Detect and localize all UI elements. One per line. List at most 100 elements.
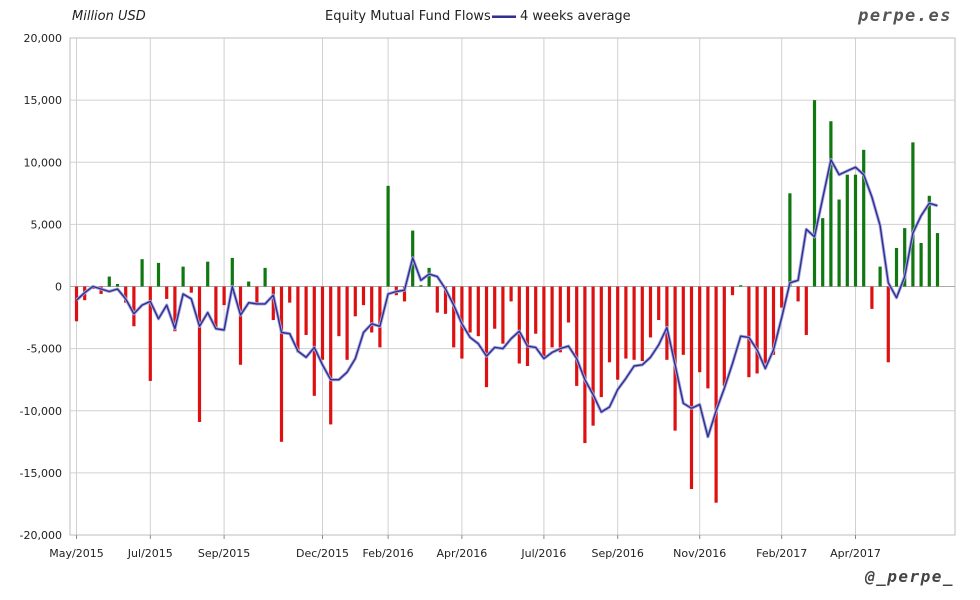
- flow-bar: [616, 286, 620, 380]
- flow-bar: [722, 286, 726, 386]
- flow-bar: [156, 262, 161, 287]
- flow-bar: [542, 286, 546, 358]
- flow-bar: [263, 267, 267, 287]
- flow-bar: [378, 286, 382, 348]
- flow-bar: [903, 228, 907, 287]
- flow-bar: [304, 286, 308, 335]
- flow-bar: [337, 286, 341, 337]
- y-tick-label: -5,000: [27, 343, 62, 356]
- flow-bar: [862, 149, 866, 287]
- flow-bar: [706, 286, 710, 389]
- chart-title: Equity Mutual Fund Flows: [325, 9, 491, 24]
- flow-bar: [780, 286, 784, 308]
- x-tick-label: Apr/2017: [830, 547, 881, 560]
- y-tick-label: 5,000: [31, 218, 63, 231]
- flow-bar: [771, 286, 776, 355]
- flow-bar: [878, 266, 882, 287]
- flow-bar: [124, 286, 128, 303]
- y-tick-label: -10,000: [20, 405, 62, 418]
- flow-bar: [525, 286, 530, 367]
- flow-bar: [698, 286, 702, 373]
- flow-bar: [821, 218, 825, 287]
- flow-bar: [493, 286, 497, 329]
- flow-bar: [919, 243, 923, 287]
- flow-bar: [689, 286, 694, 490]
- flow-bar: [599, 286, 603, 398]
- flow-bar: [583, 286, 587, 444]
- flow-bar: [271, 286, 275, 321]
- x-tick-label: Jul/2016: [520, 547, 566, 560]
- x-tick-label: Apr/2016: [437, 547, 488, 560]
- flow-bar: [550, 286, 554, 348]
- flow-bar: [796, 286, 800, 302]
- flow-bar: [107, 276, 111, 287]
- flow-bar: [197, 286, 202, 422]
- flow-bar: [255, 286, 259, 306]
- flow-bar: [853, 174, 858, 287]
- flow-bar: [829, 121, 833, 287]
- flow-bar: [214, 286, 218, 328]
- y-unit-label: Million USD: [72, 9, 146, 24]
- flow-bar: [427, 267, 431, 287]
- average-line-group: [75, 158, 938, 439]
- flow-bar: [288, 286, 292, 303]
- flow-bar: [845, 174, 849, 287]
- flow-bar: [755, 286, 759, 374]
- flow-bar: [148, 286, 152, 381]
- flow-bar: [468, 286, 472, 333]
- flow-bar: [181, 266, 185, 287]
- x-tick-label: Jul/2015: [127, 547, 173, 560]
- flow-bar: [870, 286, 874, 309]
- y-tick-label: 10,000: [24, 156, 63, 169]
- flow-bar: [632, 286, 636, 360]
- flow-bar: [173, 286, 177, 332]
- flow-bar: [312, 286, 316, 396]
- flow-bar: [739, 285, 743, 287]
- x-tick-label: Sep/2015: [198, 547, 250, 560]
- flow-bar: [566, 286, 571, 323]
- flow-bar: [345, 286, 349, 360]
- flow-bar: [132, 286, 136, 327]
- flow-bar: [812, 100, 817, 287]
- flow-bar: [452, 286, 456, 348]
- flow-bar: [927, 195, 931, 287]
- legend-line-swatch: [492, 15, 516, 18]
- legend-label: 4 weeks average: [520, 9, 631, 24]
- flow-bar: [640, 286, 644, 362]
- flow-bar: [115, 284, 120, 287]
- flow-bar: [837, 199, 841, 287]
- flow-bar: [591, 286, 595, 426]
- axes: 20,000 15,000 10,000 5,000 0 -5,000 -10,000 -15…: [20, 32, 881, 560]
- y-tick-label: 20,000: [24, 32, 63, 45]
- flow-bar: [386, 185, 390, 287]
- flow-bar: [435, 286, 439, 313]
- x-tick-label: Nov/2016: [673, 547, 726, 560]
- y-tick-label: 15,000: [24, 94, 63, 107]
- flow-bar: [681, 286, 685, 355]
- flow-bar: [886, 286, 890, 363]
- flow-bar: [575, 286, 579, 386]
- y-tick-label: 0: [55, 281, 62, 294]
- x-tick-label: May/2015: [49, 547, 103, 560]
- flow-bar: [140, 259, 144, 287]
- flow-bar: [222, 286, 226, 306]
- average-line-halo: [75, 158, 938, 439]
- flow-bar: [353, 286, 357, 317]
- flow-bar: [665, 286, 669, 360]
- flow-bar: [230, 257, 234, 287]
- flow-bar: [279, 286, 284, 442]
- flow-bar: [484, 286, 489, 388]
- flow-bar: [730, 286, 735, 296]
- flow-bar: [804, 286, 808, 335]
- flow-bar: [361, 286, 366, 306]
- flow-bar: [370, 286, 374, 333]
- flow-bar: [476, 286, 480, 337]
- flow-bar: [443, 286, 448, 314]
- flow-bar: [648, 286, 653, 338]
- x-tick-label: Sep/2016: [591, 547, 643, 560]
- flow-bar: [402, 286, 407, 302]
- flow-bar: [74, 286, 79, 322]
- flow-bar: [911, 142, 915, 287]
- brand-watermark-bottom: @_perpe_: [864, 567, 954, 586]
